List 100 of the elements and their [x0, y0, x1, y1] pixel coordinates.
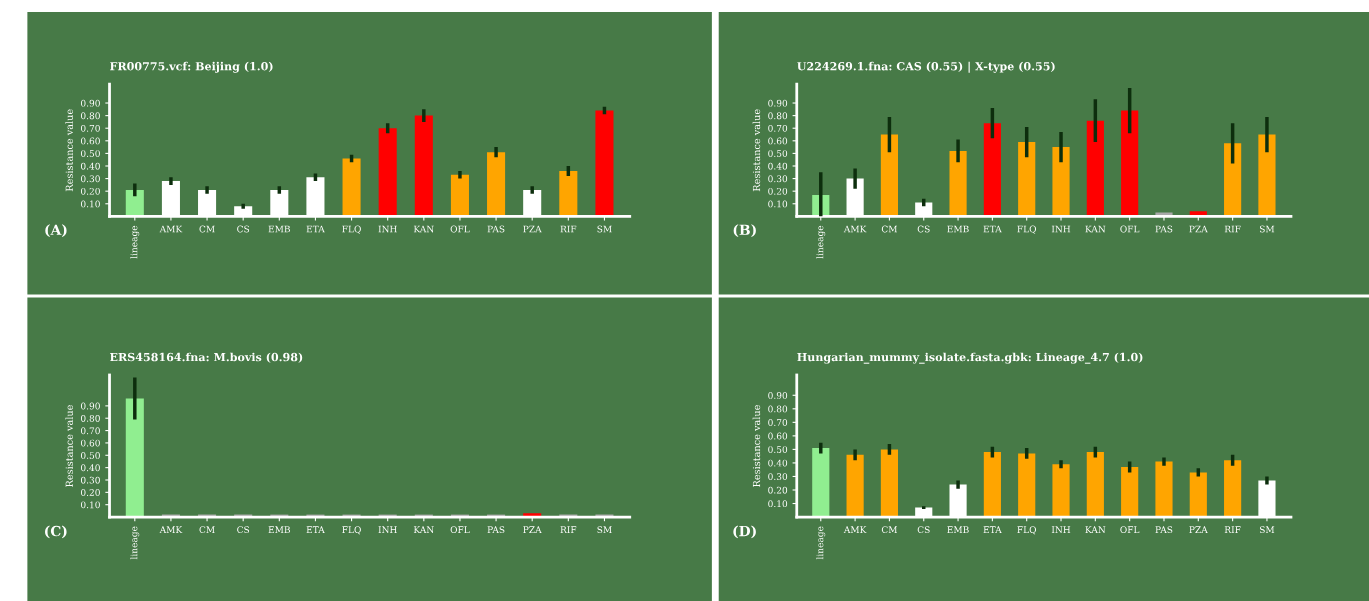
y-tick-label: 0.10 — [80, 501, 100, 509]
x-tick-label: CM — [199, 225, 215, 233]
bar — [1018, 453, 1036, 518]
x-tick-label: CM — [881, 225, 898, 233]
x-tick-label: SM — [1259, 526, 1275, 534]
x-tick-label: lineage — [130, 526, 140, 560]
y-axis-title: Resistance value — [752, 405, 761, 487]
x-tick-label: CS — [237, 225, 250, 233]
bar — [1224, 460, 1242, 518]
x-tick-label: EMB — [947, 526, 969, 533]
bar — [450, 174, 469, 217]
y-axis-title: Resistance value — [65, 405, 73, 487]
y-tick-label: 0.80 — [80, 414, 100, 422]
bar — [1052, 464, 1070, 518]
y-tick-label: 0.90 — [80, 99, 100, 107]
bar — [1189, 472, 1207, 518]
x-tick-label: PAS — [1155, 526, 1173, 534]
x-tick-label: OFL — [450, 225, 470, 233]
x-tick-label: lineage — [816, 225, 826, 259]
x-tick-label: OFL — [1120, 526, 1140, 534]
text: (A) — [45, 224, 67, 238]
text: (B) — [733, 224, 756, 238]
x-tick-label: AMK — [843, 526, 867, 533]
x-tick-label: SM — [597, 526, 612, 534]
x-tick-label: RIF — [1224, 225, 1241, 233]
bar — [949, 150, 967, 217]
y-tick-label: 0.30 — [768, 175, 788, 183]
chart-title: FR00775.vcf: Beijing (1.0) — [110, 61, 273, 73]
x-tick-label: INH — [378, 526, 397, 534]
y-tick-label: 0.40 — [768, 162, 788, 170]
y-tick-label: 0.30 — [80, 476, 100, 484]
y-tick-label: 0.10 — [768, 500, 788, 508]
y-tick-label: 0.90 — [768, 99, 788, 107]
y-tick-label: 0.70 — [80, 124, 100, 132]
y-tick-label: 0.80 — [80, 112, 100, 120]
x-tick-label: KAN — [1085, 225, 1106, 233]
chart-title: ERS458164.fna: M.bovis (0.98) — [110, 352, 303, 363]
x-tick-label: CS — [917, 225, 930, 233]
bar — [880, 134, 898, 217]
y-tick-label: 0.20 — [768, 187, 788, 195]
x-tick-label: EMB — [268, 225, 290, 233]
x-tick-label: EMB — [268, 526, 290, 533]
x-tick-label: ETA — [983, 225, 1002, 233]
y-tick-label: 0.60 — [768, 137, 788, 145]
x-tick-label: RIF — [560, 526, 577, 533]
text: (D) — [733, 525, 756, 539]
y-tick-label: 0.20 — [768, 486, 788, 494]
x-tick-label: INH — [1051, 526, 1071, 534]
x-tick-label: SM — [1259, 225, 1275, 233]
bar — [1052, 147, 1070, 217]
x-tick-label: OFL — [450, 526, 470, 534]
y-tick-label: 0.20 — [80, 187, 100, 195]
bar — [487, 152, 506, 217]
bar — [414, 115, 433, 217]
bar — [1086, 452, 1104, 518]
text: (C) — [45, 525, 67, 539]
x-tick-label: RIF — [1224, 526, 1241, 533]
x-tick-label: INH — [1051, 225, 1071, 233]
bar — [1258, 134, 1276, 217]
x-tick-label: lineage — [130, 225, 140, 259]
x-tick-label: PAS — [487, 526, 505, 534]
y-tick-label: 0.60 — [80, 439, 100, 447]
bar — [1121, 466, 1139, 518]
y-tick-label: 0.50 — [80, 452, 100, 459]
y-tick-label: 0.30 — [80, 175, 100, 183]
x-tick-label: PZA — [1189, 526, 1208, 533]
y-tick-label: 0.50 — [768, 446, 788, 453]
x-tick-label: ETA — [306, 225, 325, 233]
chart-title: Hungarian_mummy_isolate.fasta.gbk: Lineage_4.7 (1.0) — [797, 352, 1143, 364]
y-tick-label: 0.70 — [768, 419, 788, 426]
y-tick-label: 0.30 — [768, 473, 788, 481]
bar — [559, 171, 578, 217]
x-tick-label: CM — [199, 526, 215, 534]
bar — [880, 449, 898, 518]
x-tick-label: PAS — [1155, 225, 1173, 233]
x-tick-label: KAN — [1085, 526, 1106, 534]
y-tick-label: 0.20 — [80, 489, 100, 496]
bar — [595, 110, 614, 217]
x-tick-label: ETA — [306, 526, 325, 533]
y-axis-title: Resistance value — [65, 109, 73, 192]
y-tick-label: 0.50 — [768, 150, 788, 157]
bar — [1018, 142, 1036, 217]
x-tick-label: OFL — [1120, 225, 1140, 233]
x-tick-label: PZA — [523, 225, 542, 233]
bar — [812, 448, 830, 518]
x-tick-label: INH — [378, 225, 397, 233]
x-tick-label: RIF — [560, 225, 577, 233]
x-tick-label: CM — [881, 526, 898, 534]
y-tick-label: 0.40 — [80, 464, 100, 472]
x-tick-label: KAN — [413, 225, 434, 233]
bar — [983, 123, 1001, 217]
y-tick-label: 0.70 — [80, 427, 100, 435]
x-tick-label: AMK — [159, 225, 183, 233]
y-tick-label: 0.90 — [80, 402, 100, 410]
y-tick-label: 0.10 — [80, 200, 100, 208]
x-tick-label: FLQ — [1017, 526, 1037, 535]
x-tick-label: PAS — [487, 225, 505, 233]
y-tick-label: 0.80 — [768, 112, 788, 120]
x-tick-label: ETA — [983, 526, 1002, 533]
x-tick-label: AMK — [843, 225, 867, 233]
